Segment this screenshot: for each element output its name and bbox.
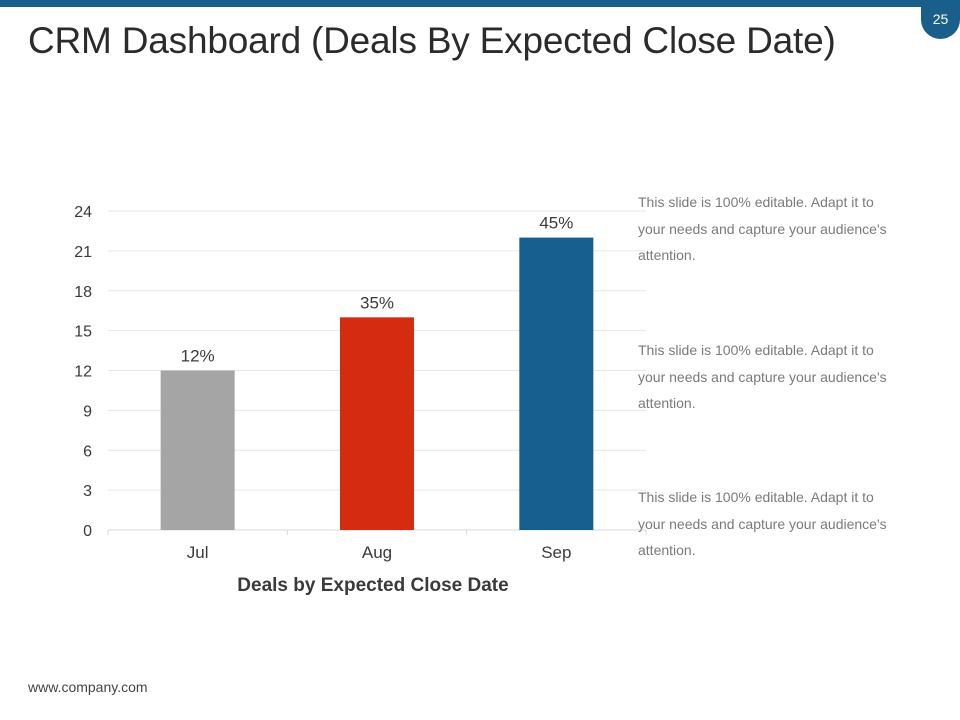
y-tick-label: 21 <box>74 244 92 261</box>
bar-aug <box>340 317 414 530</box>
data-label: 12% <box>181 347 215 366</box>
x-axis-title: Deals by Expected Close Date <box>237 575 508 596</box>
y-tick-label: 15 <box>74 324 92 341</box>
labels: 0 3 6 9 12 15 18 21 24 12% Jul 35% Aug 45% Sep Deals by… <box>74 204 573 596</box>
note-text-3: This slide is 100% editable. Adapt it to… <box>638 489 887 558</box>
page-number-badge: 25 <box>921 0 960 39</box>
x-tick-label: Jul <box>187 543 209 562</box>
slide-title: CRM Dashboard (Deals By Expected Close D… <box>28 20 836 61</box>
y-tick-label: 3 <box>83 483 92 500</box>
bar-sep <box>519 237 594 531</box>
y-tick-label: 6 <box>83 443 92 460</box>
top-accent-bar <box>0 0 960 7</box>
axes <box>107 529 647 535</box>
bar-jul <box>160 370 235 530</box>
note-text-2: This slide is 100% editable. Adapt it to… <box>638 342 887 411</box>
footer-url: www.company.com <box>28 679 148 695</box>
y-tick-label: 12 <box>74 364 92 381</box>
y-tick-label: 9 <box>83 403 92 420</box>
y-tick-label: 0 <box>83 523 92 540</box>
data-label: 35% <box>360 293 394 312</box>
x-tick-label: Aug <box>362 543 392 562</box>
y-tick-label: 18 <box>74 284 92 301</box>
y-tick-label: 24 <box>74 204 92 221</box>
x-tick-label: Sep <box>541 543 571 562</box>
note-text-1: This slide is 100% editable. Adapt it to… <box>638 194 887 263</box>
bars <box>160 237 594 531</box>
data-label: 45% <box>539 214 573 233</box>
